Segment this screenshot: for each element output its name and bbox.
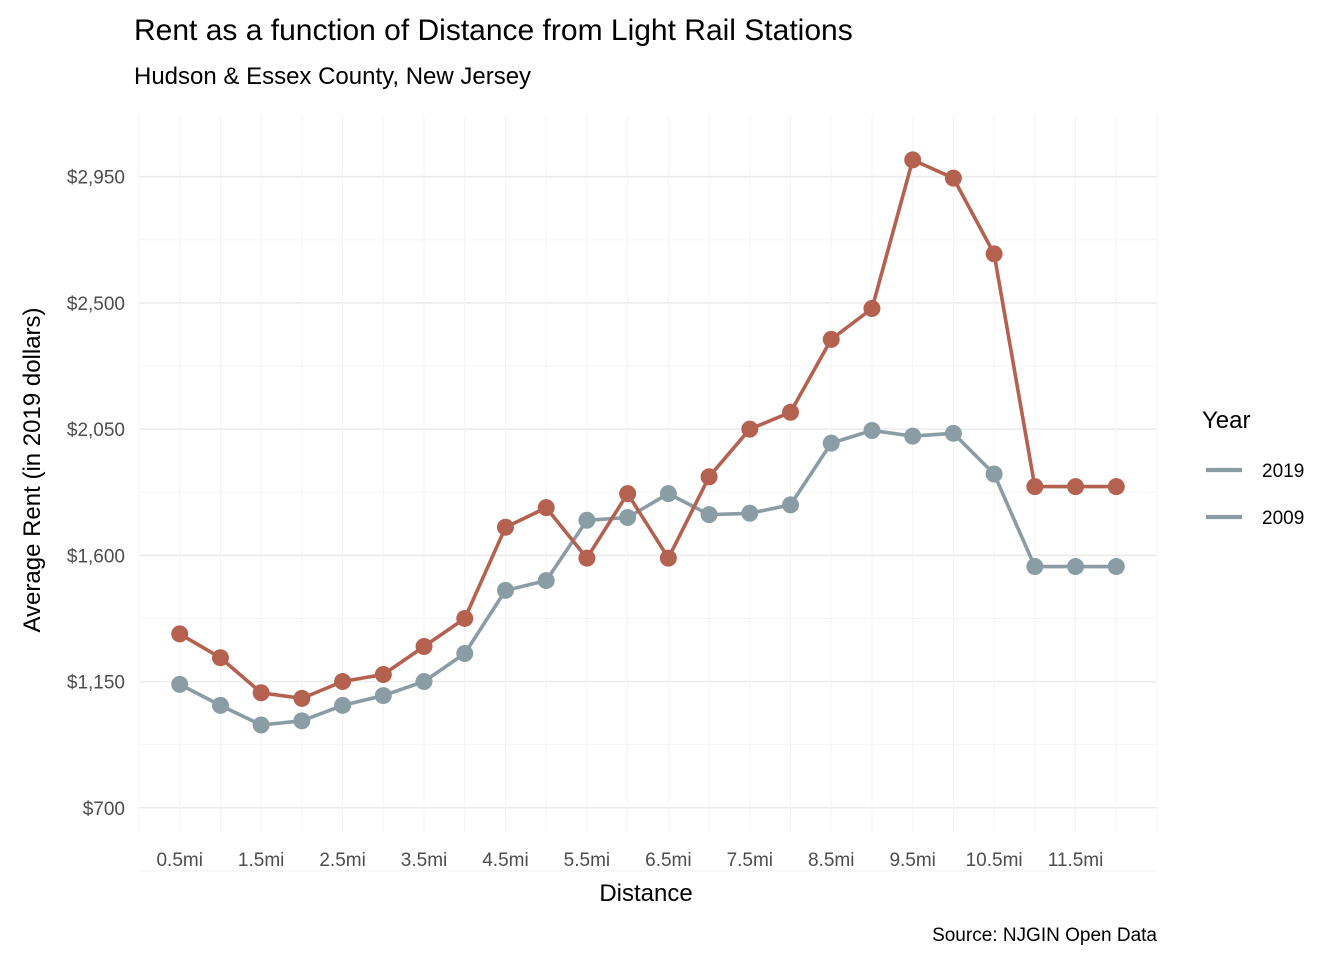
data-point <box>985 465 1003 483</box>
y-tick-label: $700 <box>83 799 125 820</box>
y-tick-label: $1,600 <box>67 546 125 567</box>
legend-label-2009: 2009 <box>1262 508 1304 529</box>
legend-label-2019: 2019 <box>1262 461 1304 482</box>
y-axis-ticks: $700 $1,150 $1,600 $2,050 $2,500 $2,950 <box>67 168 125 820</box>
data-point <box>741 420 759 438</box>
data-point <box>374 687 392 705</box>
data-point <box>1026 478 1044 496</box>
data-point <box>293 689 311 707</box>
x-tick-label: 4.5mi <box>482 850 528 871</box>
data-point <box>619 485 637 503</box>
data-point <box>456 645 474 662</box>
data-point <box>293 712 311 730</box>
data-point <box>985 245 1003 263</box>
data-series <box>171 151 1125 734</box>
data-point <box>1107 558 1125 576</box>
x-tick-label: 3.5mi <box>401 850 447 871</box>
data-point <box>334 673 352 691</box>
x-tick-label: 11.5mi <box>1048 850 1104 871</box>
data-point <box>700 468 718 486</box>
y-tick-label: $2,050 <box>67 420 125 441</box>
x-tick-label: 9.5mi <box>889 850 935 871</box>
data-point <box>537 572 555 590</box>
data-point <box>211 696 229 714</box>
data-point <box>822 330 840 348</box>
data-point <box>578 549 596 567</box>
data-point <box>904 427 922 445</box>
data-point <box>741 504 759 522</box>
series-2019 <box>171 151 1125 707</box>
data-point <box>211 649 229 667</box>
legend-title: Year <box>1202 407 1251 434</box>
x-axis-ticks: 0.5mi 1.5mi 2.5mi 3.5mi 4.5mi 5.5mi 6.5mi 7.5mi… <box>156 850 1103 871</box>
data-point <box>944 169 962 187</box>
x-axis-title: Distance <box>599 880 692 907</box>
data-point <box>252 684 270 702</box>
data-point <box>496 581 514 599</box>
data-point <box>171 675 189 693</box>
data-point <box>1067 558 1085 576</box>
data-point <box>782 403 800 421</box>
data-point <box>1107 478 1125 496</box>
data-point <box>904 151 922 169</box>
series-2009 <box>171 422 1125 734</box>
data-point <box>944 424 962 442</box>
data-point <box>619 508 637 526</box>
x-tick-label: 2.5mi <box>319 850 365 871</box>
y-axis-title: Average Rent (in 2019 dollars) <box>19 307 46 632</box>
data-point <box>1067 478 1085 496</box>
data-point <box>415 673 433 691</box>
data-point <box>1026 558 1044 576</box>
legend: Year 2019 2009 <box>1202 407 1304 529</box>
grid <box>138 115 1158 872</box>
data-point <box>334 696 352 714</box>
x-tick-label: 5.5mi <box>564 850 610 871</box>
data-point <box>415 637 433 655</box>
data-point <box>374 666 392 684</box>
data-point <box>578 511 596 529</box>
chart-subtitle: Hudson & Essex County, New Jersey <box>134 63 531 90</box>
data-point <box>700 506 718 524</box>
x-tick-label: 0.5mi <box>156 850 202 871</box>
data-point <box>822 434 840 452</box>
data-point <box>863 300 881 318</box>
data-point <box>659 549 677 567</box>
data-point <box>171 625 189 643</box>
data-point <box>537 499 555 517</box>
y-tick-label: $2,950 <box>67 168 125 189</box>
chart-title: Rent as a function of Distance from Ligh… <box>134 14 853 47</box>
x-tick-label: 10.5mi <box>966 850 1023 871</box>
data-point <box>496 518 514 536</box>
chart-caption: Source: NJGIN Open Data <box>932 925 1157 946</box>
x-tick-label: 8.5mi <box>808 850 854 871</box>
data-point <box>782 496 800 514</box>
data-point <box>252 716 270 734</box>
y-tick-label: $2,500 <box>67 294 125 315</box>
data-point <box>659 485 677 503</box>
x-tick-label: 7.5mi <box>727 850 773 871</box>
y-tick-label: $1,150 <box>67 673 125 694</box>
data-point <box>863 422 881 440</box>
data-point <box>456 609 474 627</box>
x-tick-label: 6.5mi <box>645 850 691 871</box>
x-tick-label: 1.5mi <box>238 850 284 871</box>
